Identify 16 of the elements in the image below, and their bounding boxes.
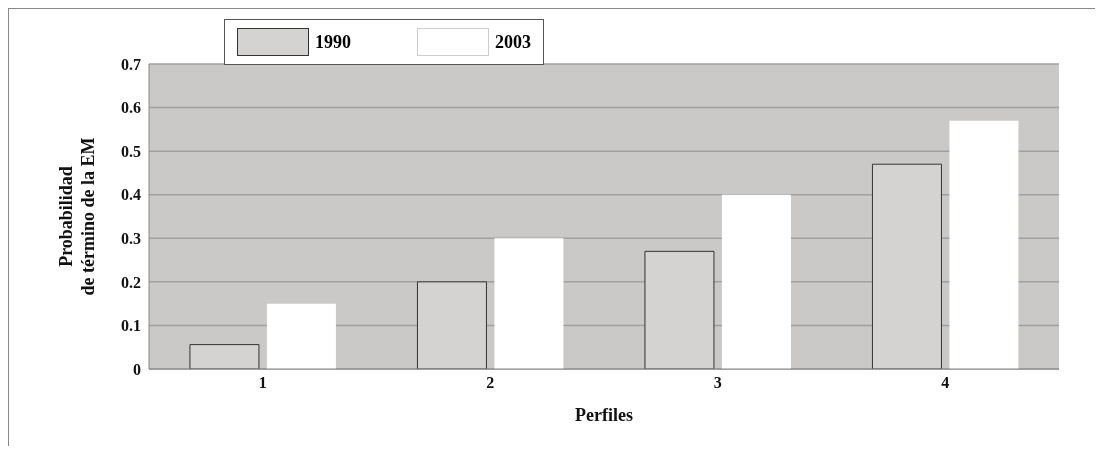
y-tick-label: 0.5	[121, 142, 141, 160]
y-tick-label: 0.3	[121, 229, 141, 247]
y-tick-label: 0.2	[121, 273, 141, 291]
y-tick-label: 0.4	[121, 186, 141, 204]
x-axis-title: Perfiles	[575, 405, 633, 425]
y-axis-title: Probabilidad de término de la EM	[56, 137, 98, 296]
legend-label: 1990	[315, 31, 351, 53]
y-tick-label: 0.6	[121, 99, 141, 117]
x-tick-label: 1	[258, 374, 267, 392]
y-tick-label: 0.1	[121, 317, 141, 335]
x-tick-label: 4	[941, 374, 950, 392]
y-tick-label: 0	[133, 360, 141, 378]
x-tick-label: 2	[486, 374, 495, 392]
legend-label: 2003	[495, 31, 531, 53]
y-tick-label: 0.7	[121, 55, 141, 73]
x-tick-label: 3	[713, 374, 722, 392]
